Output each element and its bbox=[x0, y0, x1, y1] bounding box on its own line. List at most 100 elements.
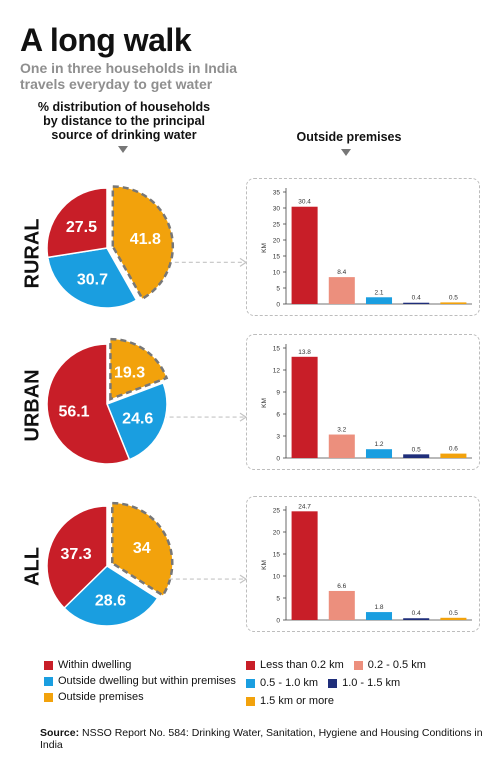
y-tick-label: 12 bbox=[273, 368, 281, 375]
connector-arrow-icon bbox=[239, 412, 248, 422]
y-tick-label: 15 bbox=[273, 346, 281, 353]
bar-heading: Outside premises bbox=[296, 130, 402, 144]
y-tick-label: 15 bbox=[273, 254, 281, 261]
pie-legend: Within dwelling Outside dwelling but wit… bbox=[44, 659, 236, 707]
y-tick-label: 20 bbox=[273, 530, 281, 537]
legend-swatch bbox=[246, 696, 255, 706]
bar-value-label: 0.5 bbox=[412, 446, 421, 453]
pie-value-label: 24.6 bbox=[122, 411, 153, 428]
y-tick-label: 10 bbox=[273, 270, 281, 277]
source-label: Source: bbox=[40, 727, 80, 739]
down-arrow-icon bbox=[118, 146, 128, 153]
bar bbox=[291, 356, 318, 458]
pie-value-label: 41.8 bbox=[130, 231, 161, 248]
y-tick-label: 5 bbox=[276, 596, 280, 603]
source-note: Source: NSSO Report No. 584: Drinking Wa… bbox=[40, 727, 500, 751]
bar-value-label: 6.6 bbox=[337, 583, 346, 590]
legend-swatch bbox=[328, 678, 338, 688]
pie-value-label: 19.3 bbox=[114, 364, 145, 381]
bar-value-label: 2.1 bbox=[374, 289, 383, 296]
bar-value-label: 0.5 bbox=[449, 610, 458, 617]
bar-value-label: 3.2 bbox=[337, 427, 346, 434]
legend-swatch bbox=[246, 660, 255, 670]
legend-swatch bbox=[44, 676, 53, 686]
bar bbox=[440, 302, 467, 304]
legend-label: Less than 0.2 km bbox=[260, 659, 344, 671]
bar bbox=[440, 617, 467, 620]
bar bbox=[440, 453, 467, 458]
bar-value-label: 0.6 bbox=[449, 446, 458, 453]
bar bbox=[328, 277, 355, 304]
y-tick-label: 10 bbox=[273, 574, 281, 581]
pie-slice bbox=[46, 505, 108, 610]
legend-swatch bbox=[353, 660, 363, 670]
y-tick-label: 25 bbox=[273, 508, 281, 515]
y-axis-label: KM bbox=[261, 243, 268, 253]
bar-value-label: 13.8 bbox=[298, 349, 311, 356]
pie-value-label: 28.6 bbox=[95, 592, 126, 609]
pie-slice bbox=[46, 247, 138, 309]
y-tick-label: 5 bbox=[276, 286, 280, 293]
legend-item: Less than 0.2 km bbox=[246, 659, 344, 671]
legend-item: 1.5 km or more bbox=[246, 695, 334, 707]
pie-heading: % distribution of households by distance… bbox=[37, 100, 211, 142]
bar-value-label: 8.4 bbox=[337, 269, 346, 276]
pie-value-label: 56.1 bbox=[58, 403, 89, 420]
bar bbox=[403, 454, 430, 458]
pie-slice bbox=[46, 343, 131, 465]
legend-item: Outside premises bbox=[44, 691, 236, 703]
legend-swatch bbox=[246, 678, 255, 688]
y-tick-label: 6 bbox=[276, 412, 280, 419]
bar-value-label: 30.4 bbox=[298, 199, 311, 206]
y-axis-label: KM bbox=[261, 398, 268, 408]
bar-panel-rural bbox=[246, 178, 480, 316]
bar-panel-urban bbox=[246, 334, 480, 470]
bar bbox=[291, 511, 318, 620]
bar-panel-all bbox=[246, 496, 480, 632]
bar bbox=[328, 590, 355, 620]
chart-title: A long walk bbox=[20, 22, 192, 58]
chart-subtitle: One in three households in India travels… bbox=[20, 60, 238, 92]
y-tick-label: 25 bbox=[273, 222, 281, 229]
pie-slice bbox=[63, 565, 159, 627]
legend-item: 1.0 - 1.5 km bbox=[328, 677, 400, 689]
bar bbox=[328, 434, 355, 458]
y-tick-label: 0 bbox=[276, 456, 280, 463]
y-tick-label: 20 bbox=[273, 238, 281, 245]
bar-value-label: 0.4 bbox=[412, 610, 421, 617]
legend-item: Outside dwelling but within premises bbox=[44, 675, 236, 687]
y-tick-label: 30 bbox=[273, 206, 281, 213]
y-tick-label: 35 bbox=[273, 190, 281, 197]
y-axis-label: KM bbox=[261, 560, 268, 570]
legend-label: 0.2 - 0.5 km bbox=[367, 659, 426, 671]
bar-value-label: 0.4 bbox=[412, 295, 421, 302]
y-tick-label: 0 bbox=[276, 618, 280, 625]
legend-item: 0.2 - 0.5 km bbox=[353, 659, 426, 671]
connector-arrow-icon bbox=[239, 257, 248, 267]
legend-label: Outside dwelling but within premises bbox=[58, 675, 236, 687]
bar bbox=[365, 297, 393, 304]
bar bbox=[291, 206, 318, 304]
pie-slice bbox=[46, 187, 108, 259]
legend-item: 0.5 - 1.0 km bbox=[246, 677, 318, 689]
legend-label: 0.5 - 1.0 km bbox=[260, 677, 319, 689]
legend-label: Outside premises bbox=[58, 691, 144, 703]
y-tick-label: 3 bbox=[276, 434, 280, 441]
pie-value-label: 30.7 bbox=[77, 271, 108, 288]
pie-slice bbox=[111, 501, 174, 598]
bar-value-label: 0.5 bbox=[449, 294, 458, 301]
bar bbox=[403, 618, 430, 620]
pie-value-label: 27.5 bbox=[66, 219, 97, 236]
bar bbox=[365, 612, 393, 620]
bar-value-label: 24.7 bbox=[298, 503, 311, 510]
legend-swatch bbox=[44, 692, 53, 702]
bar-value-label: 1.8 bbox=[374, 604, 383, 611]
legend-label: 1.0 - 1.5 km bbox=[342, 677, 401, 689]
bar-value-label: 1.2 bbox=[374, 441, 383, 448]
y-tick-label: 9 bbox=[276, 390, 280, 397]
connector-arrow-icon bbox=[239, 574, 248, 584]
legend-label: Within dwelling bbox=[58, 659, 132, 671]
bar-legend: Less than 0.2 km 0.2 - 0.5 km 0.5 - 1.0 … bbox=[246, 659, 496, 713]
legend-item: Within dwelling bbox=[44, 659, 236, 671]
